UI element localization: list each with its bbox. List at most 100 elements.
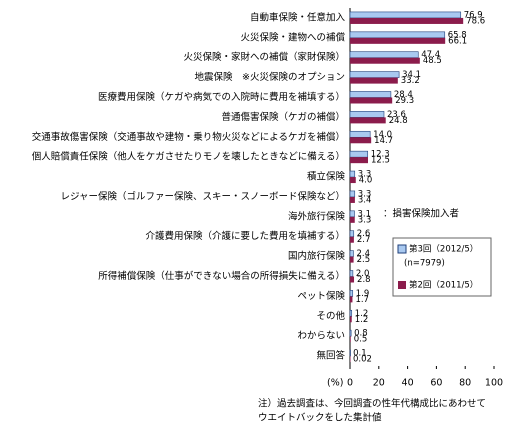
value-label: 3.3: [358, 215, 372, 225]
bar: [350, 97, 393, 104]
category-label: 自動車保険・任意加入: [250, 11, 346, 23]
bar: [349, 290, 354, 297]
value-label: 65.8: [448, 30, 467, 40]
x-tick-label: 60: [430, 378, 442, 389]
bar: [350, 57, 420, 64]
category-label: 無回答: [316, 350, 345, 362]
bar: [349, 31, 446, 39]
bar: [349, 150, 369, 158]
category-label: わからない: [297, 331, 345, 342]
category-label: ペット保険: [297, 290, 345, 302]
category-label: 交通事故傷害保険（交通事故や建物・乗り物火災などによるケガを補償）: [32, 131, 345, 143]
x-tick-label: 80: [459, 378, 471, 389]
value-label: 48.5: [423, 56, 442, 66]
bar: [350, 316, 352, 323]
legend-swatch: [397, 244, 407, 254]
bar: [350, 77, 398, 84]
value-label: 1.2: [355, 315, 369, 325]
value-label: 2.0: [356, 269, 370, 279]
value-label: 3.3: [358, 170, 372, 180]
bar: [350, 336, 351, 343]
category-label: 個人賠償責任保険（他人をケガさせたりモノを壊したときなどに備える）: [32, 151, 345, 163]
bar: [349, 170, 356, 178]
value-label: 1.7: [355, 295, 369, 305]
bar: [350, 236, 354, 243]
bar: [350, 216, 355, 223]
category-label: 火災保険・家財への補償（家財保険）: [183, 51, 345, 63]
legend-label: 第2回（2011/5）: [409, 280, 478, 291]
category-label: 海外旅行保険: [288, 210, 346, 222]
value-label: 2.7: [357, 235, 371, 245]
value-label: 14.7: [374, 136, 393, 146]
value-label: 33.2: [401, 76, 420, 86]
bar: [349, 51, 419, 59]
value-label: 1.9: [356, 289, 370, 299]
x-tick-label: 20: [373, 378, 385, 389]
category-label: 国内旅行保険: [288, 250, 346, 262]
value-label: 2.8: [357, 275, 371, 285]
bar: [350, 117, 386, 124]
value-label: 1.2: [355, 309, 369, 319]
value-label: 0.5: [354, 335, 368, 345]
category-label: 地震保険 ※火災保険のオプション: [195, 71, 345, 83]
x-unit: (%): [327, 378, 343, 389]
bar: [349, 71, 400, 78]
value-label: 24.8: [389, 116, 408, 126]
bar: [349, 349, 351, 357]
bar: [350, 37, 446, 44]
bar: [349, 210, 355, 218]
value-label: 2.6: [357, 229, 371, 239]
bar: [349, 111, 385, 118]
bar: [349, 130, 371, 138]
bar: [349, 329, 352, 337]
legend-swatch: [398, 281, 406, 289]
legend-box: [392, 237, 492, 297]
value-label: 0.8: [354, 329, 368, 339]
value-label: 66.1: [448, 36, 467, 46]
bar: [350, 196, 355, 203]
annotation: ：損害保険加入者: [383, 208, 459, 220]
category-label: 普通傷害保険（ケガの補償）: [221, 111, 345, 123]
bar: [349, 270, 354, 277]
value-label: 0.1: [353, 349, 367, 359]
value-label: 47.4: [421, 50, 440, 60]
value-label: 3.3: [358, 189, 372, 199]
category-label: レジャー保険（ゴルファー保険、スキー・スノーボード保険など）: [60, 190, 345, 202]
value-label: 2.5: [357, 255, 371, 265]
bar: [349, 309, 353, 317]
bar: [350, 256, 354, 263]
value-label: 12.5: [371, 156, 390, 166]
value-label: 78.6: [466, 16, 485, 26]
value-label: 76.9: [464, 10, 483, 20]
category-label: その他: [316, 310, 345, 322]
footnote: 注）過去調査は、今回調査の性年代構成比にあわせて: [258, 398, 486, 410]
value-label: 12.3: [371, 150, 390, 160]
x-tick-label: 100: [485, 378, 503, 389]
bar: [350, 356, 351, 363]
value-label: 14.0: [373, 130, 392, 140]
bar: [349, 91, 392, 98]
category-label: 所得補償保険（仕事ができない場合の所得損失に備える）: [98, 270, 345, 282]
bar: [350, 177, 356, 184]
value-label: 3.4: [358, 195, 372, 205]
bar: [350, 17, 464, 24]
bar: [349, 250, 354, 257]
category-label: 医療費用保険（ケガや病気での入院時に費用を補填する）: [98, 91, 345, 103]
category-label: 火災保険・建物への補償: [240, 31, 345, 43]
value-label: 4.0: [359, 176, 373, 186]
value-label: 34.1: [402, 70, 421, 80]
footnote: ウエイトバックをした集計値: [258, 412, 382, 424]
value-label: 2.4: [356, 249, 370, 259]
category-label: 介護費用保険（介護に要した費用を填補する）: [145, 230, 345, 242]
x-tick-label: 0: [347, 378, 353, 389]
bar: [349, 230, 355, 238]
value-label: 0.02: [353, 355, 372, 365]
value-label: 23.6: [387, 110, 406, 120]
bar: [349, 11, 462, 19]
x-tick-label: 40: [402, 378, 414, 389]
value-label: 3.1: [357, 209, 371, 219]
value-label: 28.4: [394, 90, 413, 100]
bar: [350, 296, 353, 303]
bar: [350, 276, 355, 283]
